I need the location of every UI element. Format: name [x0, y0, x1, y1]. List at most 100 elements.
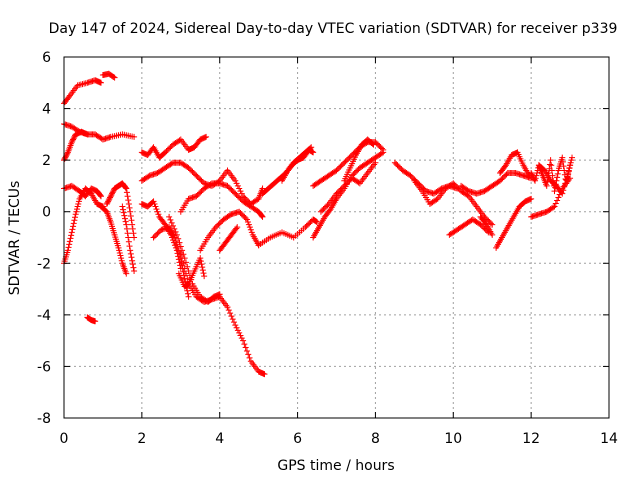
- data-point: [258, 213, 265, 220]
- y-tick-label: -8: [37, 411, 51, 427]
- data-point: [248, 229, 255, 236]
- data-point: [242, 215, 249, 222]
- data-point: [567, 162, 574, 169]
- data-point: [238, 335, 245, 342]
- data-point: [188, 167, 195, 174]
- data-point: [565, 170, 572, 177]
- data-point: [397, 164, 404, 171]
- data-point: [343, 157, 350, 164]
- data-point: [229, 316, 236, 323]
- data-point: [215, 221, 222, 228]
- data-point: [559, 158, 566, 165]
- data-point: [454, 184, 461, 191]
- data-point: [194, 191, 201, 198]
- data-point: [336, 188, 343, 195]
- y-tick-label: 0: [42, 205, 51, 221]
- data-point: [155, 229, 162, 236]
- data-point: [70, 223, 77, 230]
- data-point: [238, 190, 245, 197]
- data-point: [234, 327, 241, 334]
- data-point: [145, 173, 152, 180]
- data-point: [197, 258, 204, 265]
- data-point: [259, 185, 266, 192]
- data-point: [193, 172, 200, 179]
- data-point: [194, 173, 201, 180]
- data-point: [111, 74, 118, 81]
- grid-lines: [64, 57, 609, 418]
- data-point: [228, 313, 235, 320]
- data-point: [225, 307, 232, 314]
- data-point: [184, 275, 191, 282]
- data-points: [61, 70, 576, 378]
- data-point: [233, 191, 240, 198]
- data-point: [105, 198, 112, 205]
- data-point: [124, 193, 131, 200]
- data-point: [480, 224, 487, 231]
- data-point: [195, 190, 202, 197]
- data-point: [195, 175, 202, 182]
- data-point: [339, 184, 346, 191]
- data-point: [543, 182, 550, 189]
- data-point: [197, 189, 204, 196]
- data-point: [341, 182, 348, 189]
- data-point: [167, 144, 174, 151]
- data-point: [173, 231, 180, 238]
- data-point: [563, 176, 570, 183]
- data-point: [433, 196, 440, 203]
- data-point: [320, 206, 327, 213]
- data-point: [193, 193, 200, 200]
- data-point: [464, 192, 471, 199]
- data-point: [307, 145, 314, 152]
- data-point: [198, 261, 205, 268]
- data-point: [232, 322, 239, 329]
- data-point: [554, 174, 561, 181]
- data-point: [498, 176, 505, 183]
- data-point: [528, 171, 535, 178]
- series-track-ah: [497, 149, 533, 179]
- data-point: [234, 193, 241, 200]
- data-point: [333, 190, 340, 197]
- data-point: [129, 261, 136, 268]
- data-point: [333, 167, 340, 174]
- data-point: [345, 155, 352, 162]
- data-point: [123, 225, 130, 232]
- data-point: [123, 221, 130, 228]
- data-point: [109, 189, 116, 196]
- data-point: [129, 225, 136, 232]
- data-point: [450, 180, 457, 187]
- series-track-u: [255, 216, 321, 249]
- data-point: [128, 217, 135, 224]
- data-point: [237, 332, 244, 339]
- data-point: [131, 234, 138, 241]
- data-point: [69, 226, 76, 233]
- data-point: [230, 319, 237, 326]
- data-point: [75, 200, 82, 207]
- data-point: [116, 247, 123, 254]
- data-point: [154, 208, 161, 215]
- series-track-l: [138, 159, 266, 207]
- data-point: [207, 181, 214, 188]
- data-point: [199, 267, 206, 274]
- data-point: [179, 255, 186, 262]
- data-point: [477, 221, 484, 228]
- data-point: [162, 149, 169, 156]
- data-point: [393, 161, 400, 168]
- data-point: [97, 193, 104, 200]
- data-point: [236, 208, 243, 215]
- data-point: [410, 175, 417, 182]
- data-point: [66, 238, 73, 245]
- data-point: [186, 166, 193, 173]
- data-point: [119, 203, 126, 210]
- data-point: [452, 182, 459, 189]
- data-point: [110, 73, 117, 80]
- series-track-j: [119, 203, 138, 275]
- data-point: [559, 190, 566, 197]
- data-point: [552, 200, 559, 207]
- data-point: [125, 200, 132, 207]
- data-point: [75, 198, 82, 205]
- y-tick-label: -4: [37, 308, 51, 324]
- data-point: [489, 221, 496, 228]
- data-point: [185, 268, 192, 275]
- data-point: [561, 183, 568, 190]
- data-point: [394, 162, 401, 169]
